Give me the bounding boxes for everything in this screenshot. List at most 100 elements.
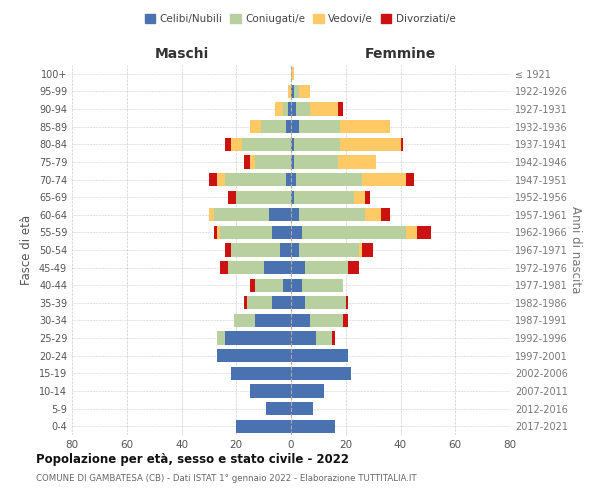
Bar <box>310 314 343 327</box>
Bar <box>294 190 354 204</box>
Bar <box>225 173 286 186</box>
Bar <box>316 332 332 344</box>
Bar <box>338 156 376 168</box>
Bar <box>247 296 272 310</box>
Bar <box>291 85 294 98</box>
Bar <box>299 208 365 222</box>
Bar <box>261 120 286 134</box>
Bar <box>250 384 291 398</box>
Bar <box>382 208 389 222</box>
Bar <box>291 420 335 433</box>
Bar <box>291 244 299 256</box>
Bar <box>291 138 294 151</box>
Bar <box>340 138 401 151</box>
Bar <box>269 208 291 222</box>
Bar <box>256 278 283 292</box>
Bar <box>305 296 346 310</box>
Bar <box>302 278 343 292</box>
Bar <box>291 349 349 362</box>
Bar <box>217 173 226 186</box>
Text: COMUNE DI GAMBATESA (CB) - Dati ISTAT 1° gennaio 2022 - Elaborazione TUTTITALIA.: COMUNE DI GAMBATESA (CB) - Dati ISTAT 1°… <box>36 474 416 483</box>
Bar <box>214 226 217 239</box>
Bar <box>291 156 294 168</box>
Bar <box>406 226 417 239</box>
Bar <box>291 120 299 134</box>
Bar <box>299 120 340 134</box>
Text: Femmine: Femmine <box>365 48 436 62</box>
Bar <box>291 67 294 80</box>
Bar <box>244 156 250 168</box>
Bar <box>305 261 349 274</box>
Bar <box>349 261 359 274</box>
Bar <box>359 244 362 256</box>
Bar <box>291 278 302 292</box>
Bar <box>340 120 389 134</box>
Bar <box>286 173 291 186</box>
Bar <box>217 349 291 362</box>
Bar <box>220 261 228 274</box>
Legend: Celibi/Nubili, Coniugati/e, Vedovi/e, Divorziati/e: Celibi/Nubili, Coniugati/e, Vedovi/e, Di… <box>140 10 460 29</box>
Bar <box>242 138 291 151</box>
Bar <box>256 314 291 327</box>
Text: Popolazione per età, sesso e stato civile - 2022: Popolazione per età, sesso e stato civil… <box>36 452 349 466</box>
Bar <box>299 244 359 256</box>
Bar <box>417 226 431 239</box>
Bar <box>302 226 406 239</box>
Bar <box>250 278 256 292</box>
Bar <box>406 173 414 186</box>
Bar <box>214 208 269 222</box>
Bar <box>291 402 313 415</box>
Bar <box>291 314 310 327</box>
Bar <box>291 332 316 344</box>
Bar <box>250 120 261 134</box>
Bar <box>346 296 349 310</box>
Bar <box>226 244 231 256</box>
Bar <box>294 156 338 168</box>
Bar <box>280 244 291 256</box>
Bar <box>275 102 283 116</box>
Bar <box>283 278 291 292</box>
Bar <box>233 314 256 327</box>
Bar <box>272 226 291 239</box>
Text: Maschi: Maschi <box>154 48 209 62</box>
Bar <box>228 190 236 204</box>
Y-axis label: Anni di nascita: Anni di nascita <box>569 206 582 294</box>
Bar <box>263 261 291 274</box>
Bar <box>250 156 256 168</box>
Bar <box>226 332 291 344</box>
Bar <box>220 226 272 239</box>
Bar <box>266 402 291 415</box>
Bar <box>291 384 324 398</box>
Bar <box>299 85 310 98</box>
Bar <box>365 190 370 204</box>
Bar <box>244 296 247 310</box>
Bar <box>286 120 291 134</box>
Bar <box>209 208 214 222</box>
Bar <box>338 102 343 116</box>
Bar <box>236 420 291 433</box>
Bar <box>236 190 291 204</box>
Bar <box>291 208 299 222</box>
Bar <box>294 85 299 98</box>
Bar <box>256 156 291 168</box>
Bar <box>294 138 340 151</box>
Bar <box>332 332 335 344</box>
Bar <box>291 296 305 310</box>
Bar <box>209 173 217 186</box>
Bar <box>231 138 242 151</box>
Y-axis label: Fasce di età: Fasce di età <box>20 215 33 285</box>
Bar <box>401 138 403 151</box>
Bar <box>217 226 220 239</box>
Bar <box>362 173 406 186</box>
Bar <box>283 102 288 116</box>
Bar <box>362 244 373 256</box>
Bar <box>291 226 302 239</box>
Bar <box>296 173 362 186</box>
Bar <box>231 244 280 256</box>
Bar <box>291 173 296 186</box>
Bar <box>343 314 349 327</box>
Bar <box>310 102 338 116</box>
Bar <box>231 366 291 380</box>
Bar <box>217 332 226 344</box>
Bar <box>291 261 305 274</box>
